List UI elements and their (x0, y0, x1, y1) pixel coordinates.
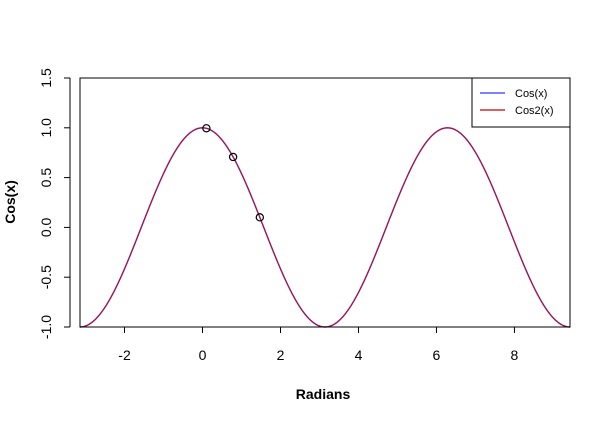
y-tick-label: 1.0 (38, 118, 54, 138)
data-point (202, 124, 211, 133)
x-tick-label: 8 (511, 347, 519, 363)
legend-label: Cos2(x) (515, 105, 554, 117)
legend-label: Cos(x) (515, 88, 547, 100)
series-line-2 (79, 127, 571, 328)
y-axis-title: Cos(x) (2, 180, 18, 224)
x-axis-title: Radians (296, 386, 351, 402)
legend-box (471, 77, 571, 128)
x-tick-label: 6 (433, 347, 441, 363)
x-tick-label: 2 (277, 347, 285, 363)
plot-area (79, 124, 571, 328)
y-tick-label: 1.5 (38, 68, 54, 88)
x-tick-label: -2 (118, 347, 131, 363)
data-point (228, 152, 238, 162)
y-tick-label: -0.5 (38, 265, 54, 289)
y-tick-label: 0.5 (38, 168, 54, 188)
data-point (255, 213, 265, 222)
y-tick-label: 0.0 (38, 217, 54, 237)
x-tick-label: 4 (355, 347, 363, 363)
legend: Cos(x) Cos2(x) (471, 77, 571, 128)
axes: -2 0 2 4 6 8 -1.0 -0.5 0.0 0.5 1.0 1.5 (38, 68, 571, 363)
x-tick-label: 0 (199, 347, 207, 363)
y-tick-label: -1.0 (38, 315, 54, 339)
series-line-1 (79, 127, 571, 328)
